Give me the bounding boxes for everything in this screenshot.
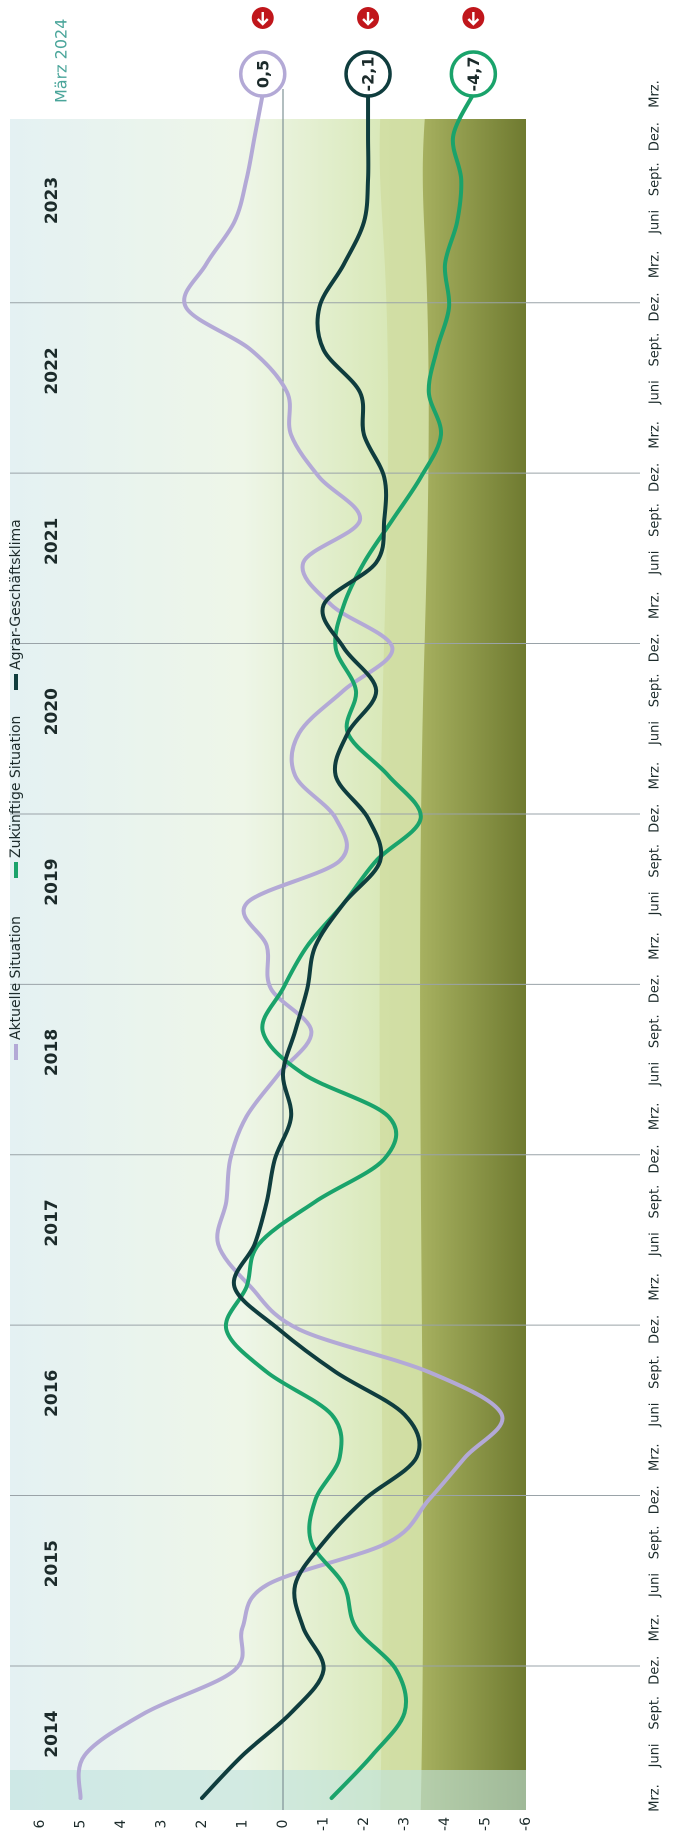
year-label: 2014 [42, 1710, 62, 1757]
year-label: 2020 [42, 688, 62, 735]
year-label: 2019 [42, 858, 62, 905]
year-label: 2023 [42, 177, 62, 224]
x-tick-label: Juni [648, 1743, 663, 1768]
x-tick-label: Dez. [648, 1656, 663, 1685]
y-tick-label: -3 [397, 1817, 413, 1831]
trend-arrow [362, 12, 374, 26]
x-tick-label: Dez. [648, 1315, 663, 1344]
x-tick-label: Mrz. [648, 421, 663, 449]
x-tick-label: Juni [648, 891, 663, 916]
x-tick-label: Dez. [648, 1145, 663, 1174]
y-tick-label: 5 [73, 1820, 89, 1829]
y-tick-label: 3 [154, 1820, 170, 1829]
x-tick-label: Juni [648, 380, 663, 405]
x-tick-label: Juni [648, 551, 663, 576]
background-mist [10, 1770, 526, 1810]
x-tick-label: Sept. [648, 1185, 663, 1219]
y-tick-label: 0 [275, 1820, 291, 1829]
end-label: 0,5 [253, 60, 272, 88]
date-label: März 2024 [52, 19, 71, 103]
end-marker [449, 50, 498, 98]
end-label: -2,1 [359, 57, 378, 92]
x-tick-label: Mrz. [648, 80, 663, 108]
year-label: 2015 [42, 1540, 62, 1587]
end-marker [344, 50, 392, 98]
y-tick-label: -2 [356, 1817, 372, 1831]
x-tick-label: Dez. [648, 804, 663, 833]
legend-label: Zukünftige Situation [8, 716, 24, 858]
x-tick-label: Mrz. [648, 1784, 663, 1812]
legend-label: Aktuelle Situation [8, 916, 24, 1040]
x-tick-label: Mrz. [648, 932, 663, 960]
x-tick-label: Sept. [648, 1696, 663, 1730]
y-tick-label: 2 [194, 1820, 210, 1829]
x-tick-label: Mrz. [648, 251, 663, 279]
legend-label: Agrar-Geschäftsklima [8, 519, 24, 670]
series-line [200, 92, 422, 1800]
rotated-chart: 2014201520162017201820192020202120222023… [8, 7, 663, 1831]
x-tick-label: Juni [648, 1232, 663, 1257]
x-tick-label: Dez. [648, 122, 663, 151]
background-soil [420, 119, 526, 1810]
x-tick-label: Mrz. [648, 1614, 663, 1642]
x-tick-label: Dez. [648, 633, 663, 662]
series-line [223, 92, 476, 1800]
x-tick-label: Mrz. [648, 1273, 663, 1301]
x-tick-label: Mrz. [648, 1443, 663, 1471]
x-tick-label: Dez. [648, 463, 663, 492]
trend-arrow [467, 12, 480, 26]
x-tick-label: Sept. [648, 333, 663, 367]
year-label: 2018 [42, 1029, 62, 1076]
year-label: 2016 [42, 1370, 62, 1417]
year-label: 2022 [42, 347, 62, 394]
x-tick-label: Juni [648, 1403, 663, 1428]
y-tick-label: 6 [32, 1819, 48, 1828]
series-line [76, 92, 505, 1800]
x-tick-label: Juni [648, 1062, 663, 1087]
y-tick-label: -6 [518, 1817, 534, 1831]
year-label: 2017 [42, 1199, 62, 1246]
x-tick-label: Mrz. [648, 1103, 663, 1131]
x-tick-label: Dez. [648, 1485, 663, 1514]
x-tick-label: Sept. [648, 162, 663, 196]
x-tick-label: Dez. [648, 293, 663, 322]
y-tick-label: -5 [478, 1817, 494, 1831]
x-tick-label: Sept. [648, 674, 663, 708]
year-label: 2021 [42, 518, 62, 565]
x-tick-label: Mrz. [648, 762, 663, 790]
x-tick-label: Juni [648, 1573, 663, 1598]
end-label: -4,7 [464, 57, 483, 92]
end-marker [239, 50, 287, 98]
trend-arrow [256, 12, 269, 26]
x-tick-label: Sept. [648, 1526, 663, 1560]
y-tick-label: -4 [437, 1817, 453, 1831]
y-tick-label: -1 [316, 1817, 332, 1831]
x-tick-label: Juni [648, 210, 663, 235]
x-tick-label: Dez. [648, 974, 663, 1003]
x-tick-label: Sept. [648, 1014, 663, 1048]
y-tick-label: 4 [113, 1819, 129, 1828]
x-tick-label: Sept. [648, 1355, 663, 1389]
x-tick-label: Sept. [648, 844, 663, 878]
y-tick-label: 1 [235, 1820, 251, 1829]
x-tick-label: Mrz. [648, 591, 663, 619]
x-tick-label: Juni [648, 721, 663, 746]
x-tick-label: Sept. [648, 503, 663, 537]
